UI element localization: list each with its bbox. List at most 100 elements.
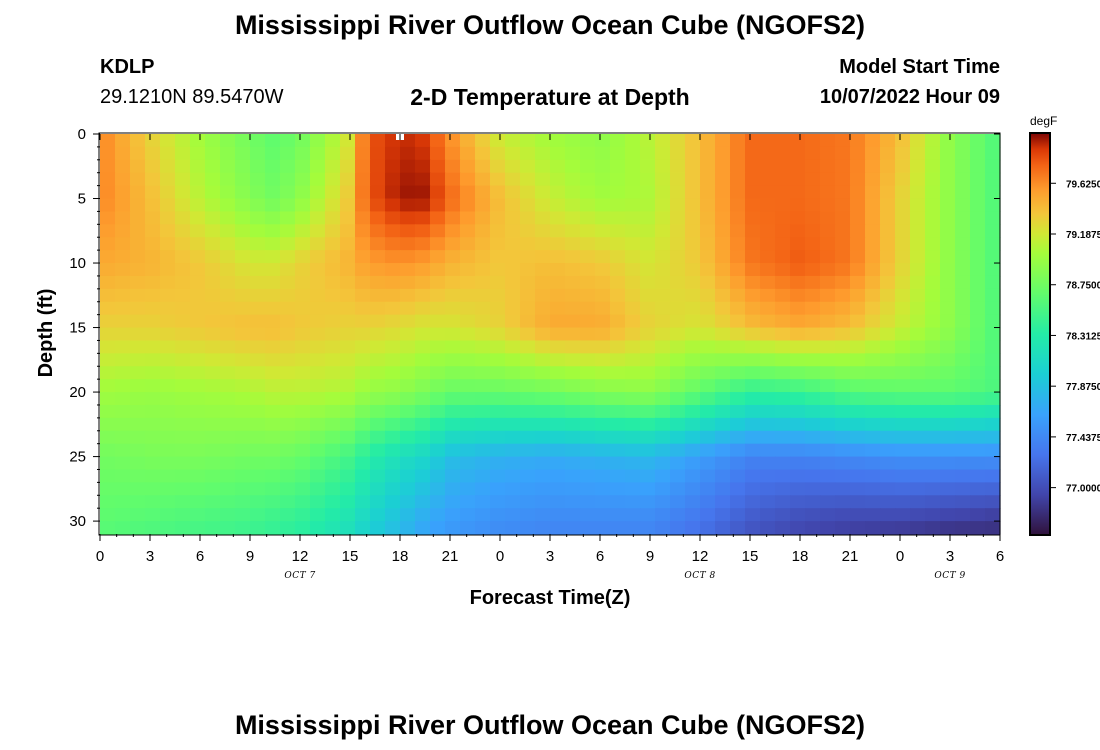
heatmap-cell bbox=[415, 495, 431, 509]
heatmap-cell bbox=[955, 237, 971, 251]
heatmap-cell bbox=[625, 288, 641, 303]
heatmap-cell bbox=[685, 443, 701, 458]
heatmap-cell bbox=[265, 146, 281, 161]
heatmap-cell bbox=[685, 495, 701, 509]
heatmap-cell bbox=[310, 404, 326, 419]
heatmap-cell bbox=[115, 443, 131, 458]
heatmap-cell bbox=[670, 404, 686, 419]
heatmap-cell bbox=[130, 237, 146, 251]
heatmap-cell bbox=[190, 159, 206, 174]
heatmap-cell bbox=[760, 495, 776, 509]
heatmap-cell bbox=[340, 185, 356, 200]
heatmap-cell bbox=[205, 288, 221, 303]
heatmap-cell bbox=[235, 443, 251, 458]
heatmap-cell bbox=[280, 275, 296, 290]
heatmap-cell bbox=[940, 301, 956, 316]
heatmap-cell bbox=[940, 456, 956, 471]
heatmap-cell bbox=[835, 353, 851, 367]
heatmap-cell bbox=[355, 237, 371, 251]
heatmap-cell bbox=[625, 250, 641, 264]
heatmap-cell bbox=[985, 134, 1001, 148]
heatmap-cell bbox=[610, 314, 626, 329]
heatmap-cell bbox=[625, 353, 641, 367]
heatmap-cell bbox=[460, 185, 476, 200]
heatmap-cell bbox=[565, 275, 581, 290]
heatmap-cell bbox=[880, 353, 896, 367]
heatmap-cell bbox=[670, 275, 686, 290]
heatmap-cell bbox=[595, 495, 611, 509]
heatmap-cell bbox=[100, 146, 116, 161]
heatmap-cell bbox=[535, 263, 551, 277]
heatmap-cell bbox=[430, 237, 446, 251]
heatmap-cell bbox=[640, 521, 656, 535]
heatmap-cell bbox=[445, 508, 461, 522]
heatmap-cell bbox=[265, 379, 281, 393]
heatmap-cell bbox=[460, 250, 476, 264]
heatmap-cell bbox=[775, 482, 791, 496]
heatmap-cell bbox=[280, 366, 296, 380]
heatmap-cell bbox=[400, 404, 416, 419]
heatmap-cell bbox=[955, 456, 971, 471]
heatmap-cell bbox=[610, 134, 626, 148]
heatmap-cell bbox=[970, 404, 986, 419]
heatmap-cell bbox=[715, 211, 731, 225]
heatmap-cell bbox=[865, 340, 881, 354]
heatmap-cell bbox=[250, 495, 266, 509]
heatmap-cell bbox=[550, 495, 566, 509]
heatmap-cell bbox=[760, 275, 776, 290]
heatmap-cell bbox=[760, 314, 776, 329]
heatmap-cell bbox=[835, 456, 851, 471]
heatmap-cell bbox=[760, 340, 776, 354]
heatmap-cell bbox=[280, 495, 296, 509]
heatmap-cell bbox=[265, 185, 281, 200]
heatmap-cell bbox=[220, 237, 236, 251]
heatmap-cell bbox=[610, 146, 626, 161]
heatmap-cell bbox=[565, 404, 581, 419]
heatmap-cell bbox=[940, 288, 956, 303]
heatmap-cell bbox=[760, 430, 776, 445]
heatmap-cell bbox=[685, 237, 701, 251]
heatmap-cell bbox=[250, 340, 266, 354]
heatmap-cell bbox=[775, 146, 791, 161]
heatmap-cell bbox=[355, 301, 371, 316]
heatmap-cell bbox=[835, 366, 851, 380]
heatmap-cell bbox=[580, 456, 596, 471]
colorbar-ticks: 79.625079.187578.750078.312577.875077.43… bbox=[1050, 179, 1100, 495]
heatmap-cell bbox=[985, 301, 1001, 316]
heatmap-cell bbox=[190, 237, 206, 251]
heatmap-cell bbox=[685, 392, 701, 406]
heatmap-cell bbox=[175, 146, 191, 161]
heatmap-cell bbox=[955, 327, 971, 342]
heatmap-cell bbox=[250, 404, 266, 419]
heatmap-cell bbox=[190, 263, 206, 277]
heatmap-cell bbox=[775, 172, 791, 187]
heatmap-cell bbox=[550, 521, 566, 535]
heatmap-cell bbox=[265, 469, 281, 483]
heatmap-cell bbox=[940, 134, 956, 148]
heatmap-cell bbox=[445, 353, 461, 367]
heatmap-cell bbox=[610, 417, 626, 432]
heatmap-cell bbox=[610, 392, 626, 406]
heatmap-cell bbox=[625, 275, 641, 290]
heatmap-cell bbox=[655, 288, 671, 303]
heatmap-cell bbox=[340, 314, 356, 329]
heatmap-cell bbox=[130, 211, 146, 225]
heatmap-cell bbox=[760, 263, 776, 277]
heatmap-cell bbox=[835, 198, 851, 213]
heatmap-cell bbox=[400, 392, 416, 406]
heatmap-cell bbox=[835, 469, 851, 483]
heatmap-cell bbox=[985, 353, 1001, 367]
heatmap-cell bbox=[160, 430, 176, 445]
heatmap-cell bbox=[535, 288, 551, 303]
heatmap-cell bbox=[460, 443, 476, 458]
heatmap-cell bbox=[205, 430, 221, 445]
heatmap-cell bbox=[760, 508, 776, 522]
heatmap-cell bbox=[520, 508, 536, 522]
heatmap-cell bbox=[610, 508, 626, 522]
heatmap-cell bbox=[805, 288, 821, 303]
heatmap-cell bbox=[145, 159, 161, 174]
heatmap-cell bbox=[115, 495, 131, 509]
heatmap-cell bbox=[745, 172, 761, 187]
heatmap-cell bbox=[130, 417, 146, 432]
